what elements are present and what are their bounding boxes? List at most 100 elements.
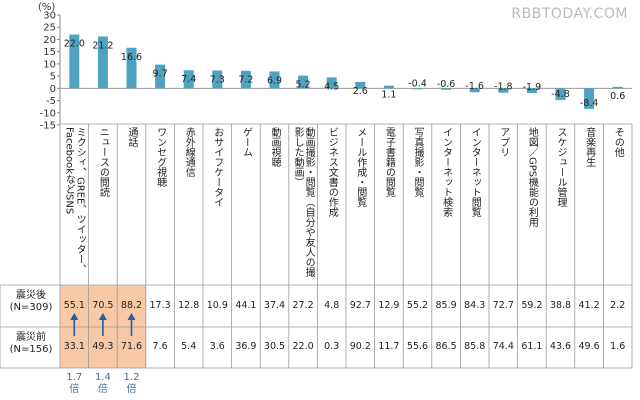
category-label-cell: アプリ: [489, 124, 518, 284]
category-label: その他: [612, 127, 624, 157]
before-value-cell: 49.3: [92, 341, 114, 352]
before-value-cell: 3.6: [209, 341, 225, 352]
bar: [412, 88, 423, 90]
up-arrow-head: [70, 313, 79, 320]
bar: [326, 77, 337, 89]
before-value-cell: 30.5: [263, 341, 286, 352]
after-value-cell: 84.3: [464, 300, 486, 311]
category-label-cell: 通話: [117, 124, 146, 284]
category-label-cell: その他: [603, 124, 632, 284]
bar: [355, 81, 366, 89]
category-label-cell: 地図／GPS機能の利用: [518, 124, 547, 284]
before-value-cell: 90.2: [349, 341, 371, 352]
bar-value-label: 21.2: [92, 41, 113, 52]
after-value-cell: 55.2: [406, 300, 429, 311]
category-label: アプリ: [497, 127, 509, 157]
bar: [269, 71, 280, 89]
category-label-cell: ミクシィ、GREE、ツイッター、FacebookなどSNS: [60, 124, 89, 284]
before-value-cell: 7.6: [152, 341, 168, 352]
category-label: おサイフケータイ: [211, 127, 223, 207]
category-label: インターネット閲覧: [469, 127, 481, 217]
after-value-cell: 88.2: [120, 300, 143, 311]
category-label: メール作成・閲覧: [354, 127, 366, 207]
bar-value-label: 5.2: [296, 80, 311, 91]
after-value-cell: 85.9: [435, 300, 457, 311]
before-value-cell: 0.3: [324, 341, 340, 352]
before-value-cell: 5.4: [181, 341, 197, 352]
bar-value-label: -0.6: [437, 79, 456, 90]
bar-value-label: 7.3: [210, 74, 225, 85]
after-value-cell: 72.7: [492, 300, 514, 311]
bar: [126, 47, 137, 89]
before-value-cell: 11.7: [378, 341, 400, 352]
bar: [526, 88, 537, 93]
bar: [183, 70, 194, 89]
after-value-cell: 10.9: [206, 300, 228, 311]
before-row-label: 震災前 (N=156): [9, 332, 53, 355]
before-value-cell: 71.6: [120, 341, 143, 352]
bar: [298, 75, 309, 89]
bar: [212, 70, 223, 89]
bar-value-label: 4.5: [324, 81, 339, 92]
after-value-cell: 59.2: [521, 300, 543, 311]
ratio-value: 1.2: [123, 372, 140, 383]
category-label: 地図／GPS機能の利用: [526, 127, 538, 228]
after-value-cell: 27.2: [292, 300, 314, 311]
before-value-cell: 61.1: [521, 341, 543, 352]
bar: [97, 36, 108, 89]
before-value-cell: 1.6: [610, 341, 626, 352]
y-tick-label: 0: [50, 84, 56, 95]
up-arrow-head: [127, 313, 136, 320]
y-tick-label: -5: [46, 96, 56, 107]
ratio-label: 1.4 倍: [89, 372, 118, 396]
ratio-value: 1.4: [94, 372, 111, 383]
ratio-unit: 倍: [69, 384, 80, 395]
category-label: ニュースの閲読: [97, 127, 109, 197]
category-label: ビジネス文書の作成: [326, 127, 338, 217]
bar-value-label: 2.6: [353, 86, 368, 97]
after-value-cell: 37.4: [263, 300, 286, 311]
category-label: ワンセグ視聴: [154, 127, 166, 187]
bar-value-label: 1.1: [381, 90, 396, 101]
before-value-cell: 22.0: [292, 341, 314, 352]
y-tick-label: 30: [43, 11, 56, 22]
category-label-cell: 動画視聴: [260, 124, 289, 284]
category-label-cell: メール作成・閲覧: [346, 124, 375, 284]
bar-value-label: -1.6: [465, 81, 484, 92]
after-value-cell: 70.5: [92, 300, 114, 311]
before-value-cell: 86.5: [435, 341, 457, 352]
y-tick-label: -15: [40, 121, 56, 132]
after-value-cell: 17.3: [149, 300, 171, 311]
bar: [584, 88, 595, 109]
after-value-cell: 55.1: [63, 300, 85, 311]
category-label-cell: インターネット検索: [432, 124, 461, 284]
y-tick-label: 10: [43, 59, 56, 70]
after-value-cell: 44.1: [235, 300, 257, 311]
bar-value-label: 7.4: [181, 74, 196, 85]
after-value-cell: 38.8: [549, 300, 572, 311]
category-label-cell: インターネット閲覧: [460, 124, 489, 284]
bar-value-label: 7.2: [238, 75, 253, 86]
before-value-cell: 49.6: [578, 341, 600, 352]
category-label: 動画撮影・閲覧（自分や友人の撮影した動画）: [292, 127, 315, 277]
category-label: 写真撮影・閲覧: [411, 127, 423, 197]
y-tick-label: -10: [40, 108, 56, 119]
ratio-unit: 倍: [126, 384, 137, 395]
before-value-cell: 43.6: [549, 341, 572, 352]
bar-value-label: -8.4: [580, 98, 599, 109]
y-tick-label: 15: [43, 47, 56, 58]
category-label-cell: 動画撮影・閲覧（自分や友人の撮影した動画）: [289, 124, 318, 284]
bar-value-label: -0.4: [408, 78, 427, 89]
category-label-cell: 電子書籍の閲覧: [375, 124, 404, 284]
watermark: RBBTODAY.COM: [511, 6, 628, 22]
category-label: 音楽再生: [583, 127, 595, 167]
y-tick-label: 25: [43, 23, 56, 34]
category-label-cell: ワンセグ視聴: [146, 124, 175, 284]
bar: [612, 86, 623, 89]
category-label-cell: 音楽再生: [575, 124, 604, 284]
category-label: 通話: [125, 127, 137, 147]
category-label: 動画視聴: [268, 127, 280, 167]
before-value-cell: 36.9: [235, 341, 257, 352]
up-arrow-head: [98, 313, 107, 320]
